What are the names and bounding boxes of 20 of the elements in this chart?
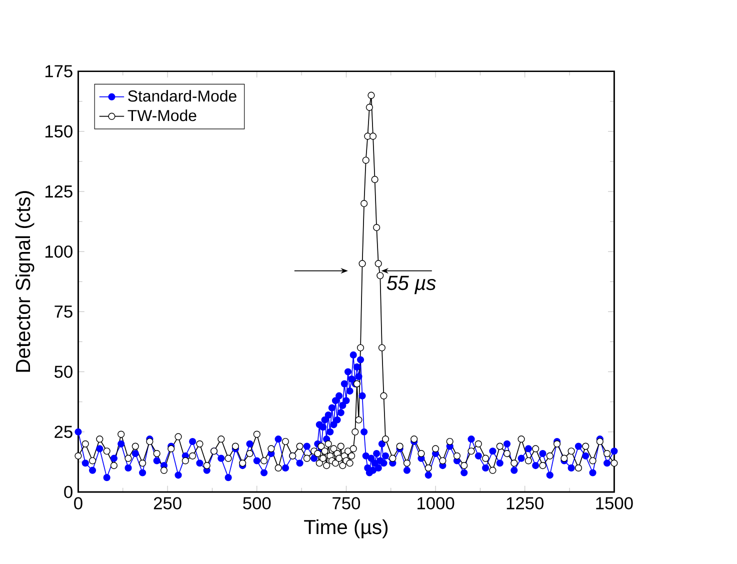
x-tick-label: 1500 (596, 497, 633, 510)
x-tick-label: 1250 (506, 497, 544, 510)
x-tick-label: 0 (74, 497, 82, 510)
x-tick-label: 750 (332, 497, 360, 510)
y-tick-label: 25 (54, 426, 72, 438)
y-tick-label: 175 (45, 65, 72, 78)
y-tick-label: 125 (45, 185, 72, 198)
x-tick-label: 500 (243, 497, 271, 510)
annotation: 55 µs (386, 276, 436, 294)
x-axis-title: Time (µs) (304, 519, 388, 538)
y-tick-label: 150 (45, 125, 72, 138)
y-tick-label: 100 (45, 245, 72, 258)
y-tick-label: 0 (64, 486, 72, 498)
y-axis-title: Detector Signal (cts) (15, 191, 34, 372)
y-tick-label: 50 (54, 366, 72, 378)
x-tick-label: 250 (154, 497, 182, 510)
x-tick-label: 1000 (418, 497, 454, 510)
legend-label: Standard-Mode (128, 90, 236, 102)
legend-label: TW-Mode (128, 109, 196, 122)
y-tick-label: 75 (54, 306, 72, 318)
